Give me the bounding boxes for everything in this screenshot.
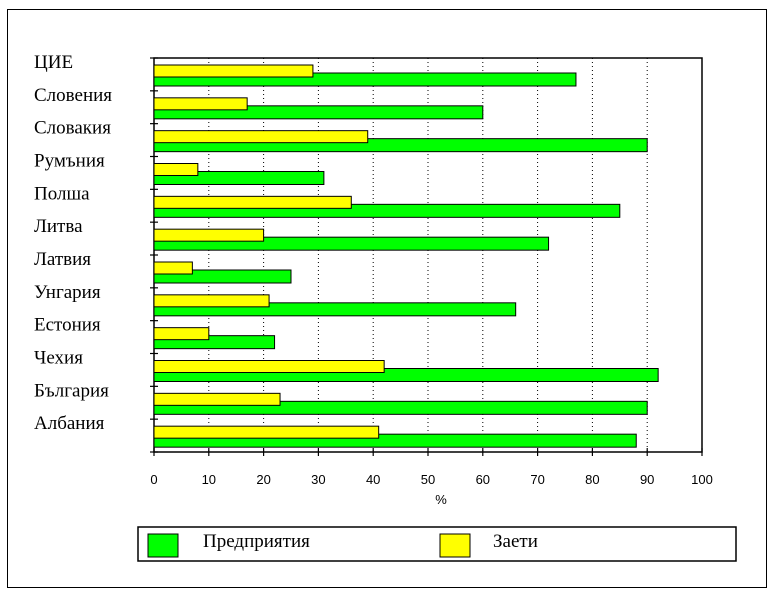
bar-employed bbox=[153, 163, 199, 176]
category-label: Латвия bbox=[34, 249, 91, 270]
category-label: Унгария bbox=[34, 282, 101, 303]
legend-swatch-employed bbox=[439, 533, 471, 558]
bar-employed bbox=[153, 130, 369, 144]
category-label: България bbox=[34, 380, 109, 401]
bar-employed bbox=[153, 64, 314, 78]
bar-employed bbox=[153, 97, 248, 111]
category-label: Полша bbox=[34, 183, 90, 204]
grid-lines bbox=[208, 58, 648, 452]
legend-swatch-enterprises bbox=[147, 533, 179, 558]
x-axis-label: % bbox=[435, 492, 447, 507]
x-tick-label: 10 bbox=[202, 472, 216, 487]
bars-group bbox=[153, 64, 659, 448]
x-tick-label: 80 bbox=[585, 472, 599, 487]
x-tick-label: 50 bbox=[421, 472, 435, 487]
x-tick-label: 0 bbox=[150, 472, 157, 487]
bar-employed bbox=[153, 360, 385, 373]
legend: Предприятия Заети bbox=[137, 526, 737, 562]
bar-employed bbox=[153, 228, 265, 242]
x-tick-label: 40 bbox=[366, 472, 380, 487]
legend-label-employed: Заети bbox=[493, 531, 538, 552]
category-label: Естония bbox=[34, 315, 101, 336]
category-label: Албания bbox=[34, 413, 105, 434]
category-label: Словения bbox=[34, 85, 112, 106]
category-labels: ЦИЕ Словения Словакия Румъния Полша Литва Латв… bbox=[34, 52, 112, 434]
category-label: Литва bbox=[34, 216, 83, 237]
legend-label-enterprises: Предприятия bbox=[203, 531, 310, 552]
bar-employed bbox=[153, 195, 352, 209]
x-tick-label: 100 bbox=[691, 472, 713, 487]
x-tick-label: 20 bbox=[256, 472, 270, 487]
category-label: Чехия bbox=[34, 348, 83, 369]
x-tick-label: 60 bbox=[476, 472, 490, 487]
bar-employed bbox=[153, 327, 210, 341]
x-tick-label: 30 bbox=[311, 472, 325, 487]
category-label: Румъния bbox=[34, 151, 105, 172]
x-axis-ticks: 0 10 20 30 40 50 60 70 80 90 100 bbox=[150, 448, 713, 487]
x-tick-label: 90 bbox=[640, 472, 654, 487]
x-tick-label: 70 bbox=[530, 472, 544, 487]
category-label: Словакия bbox=[34, 118, 111, 139]
bar-employed bbox=[153, 294, 270, 308]
bar-employed bbox=[153, 425, 380, 439]
bar-employed bbox=[153, 392, 281, 406]
category-label: ЦИЕ bbox=[34, 52, 73, 73]
bar-employed bbox=[153, 261, 193, 275]
